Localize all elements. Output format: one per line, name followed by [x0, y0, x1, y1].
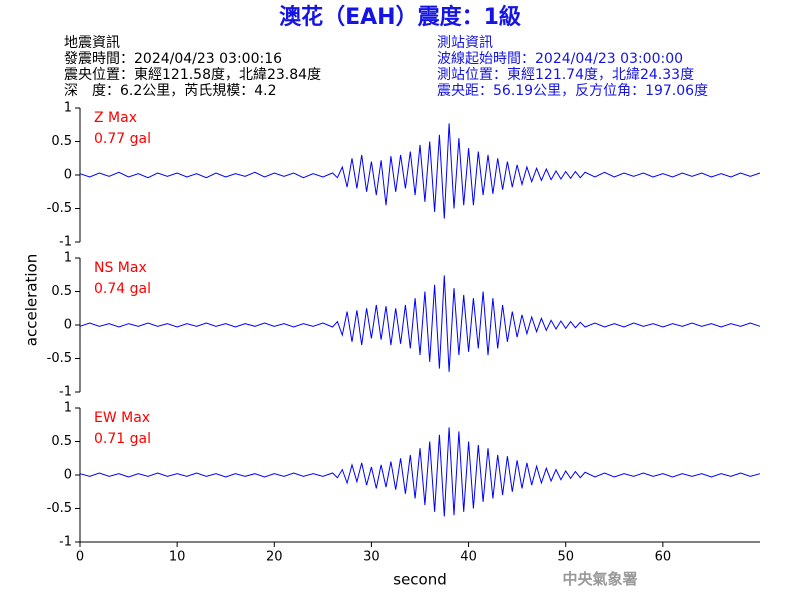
x-tick-label: 50: [557, 550, 574, 565]
info-left: 深 度：6.2公里，芮氏規模：4.2: [64, 82, 277, 99]
y-tick-label: 0: [64, 168, 72, 183]
x-tick-label: 0: [76, 550, 84, 565]
y-tick-label: 0.5: [51, 134, 72, 149]
info-right: 震央距：56.19公里，反方位角：197.06度: [437, 83, 708, 99]
y-tick-label: -1: [59, 235, 72, 250]
info-right: 波線起始時間：2024/04/23 03:00:00: [437, 51, 683, 67]
waveform: [79, 123, 761, 219]
component-label: Z Max: [94, 110, 137, 126]
info-right: 測站位置：東經121.74度，北緯24.33度: [437, 67, 694, 83]
y-tick-label: 0.5: [51, 284, 72, 299]
x-tick-label: 40: [460, 550, 477, 565]
max-label: 0.74 gal: [94, 281, 151, 297]
y-tick-label: 0: [64, 468, 72, 483]
y-tick-label: 1: [64, 251, 72, 266]
y-tick-label: -0.5: [47, 501, 72, 516]
y-tick-label: 0.5: [51, 434, 72, 449]
y-tick-label: 1: [64, 401, 72, 416]
y-tick-label: 1: [64, 101, 72, 116]
x-tick-label: 20: [266, 550, 283, 565]
component-label: NS Max: [94, 260, 147, 276]
x-tick-label: 60: [655, 550, 672, 565]
y-tick-label: -0.5: [47, 201, 72, 216]
x-tick-label: 30: [363, 550, 380, 565]
component-label: EW Max: [94, 410, 150, 426]
y-tick-label: -0.5: [47, 351, 72, 366]
waveform: [79, 427, 761, 517]
x-axis-label: second: [393, 571, 447, 589]
info-left: 發震時間：2024/04/23 03:00:16: [64, 51, 282, 67]
y-axis-label: acceleration: [23, 254, 41, 346]
info-right: 測站資訊: [437, 35, 493, 51]
info-left: 震央位置：東經121.58度，北緯23.84度: [64, 67, 321, 83]
max-label: 0.77 gal: [94, 131, 151, 147]
title: 澳花（EAH）震度：1級: [279, 4, 521, 30]
y-tick-label: -1: [59, 535, 72, 550]
y-tick-label: -1: [59, 385, 72, 400]
max-label: 0.71 gal: [94, 431, 151, 447]
info-left: 地震資訊: [64, 35, 120, 51]
waveform: [79, 275, 761, 372]
x-tick-label: 10: [169, 550, 186, 565]
y-tick-label: 0: [64, 318, 72, 333]
footer: 中央氣象署: [562, 570, 637, 588]
